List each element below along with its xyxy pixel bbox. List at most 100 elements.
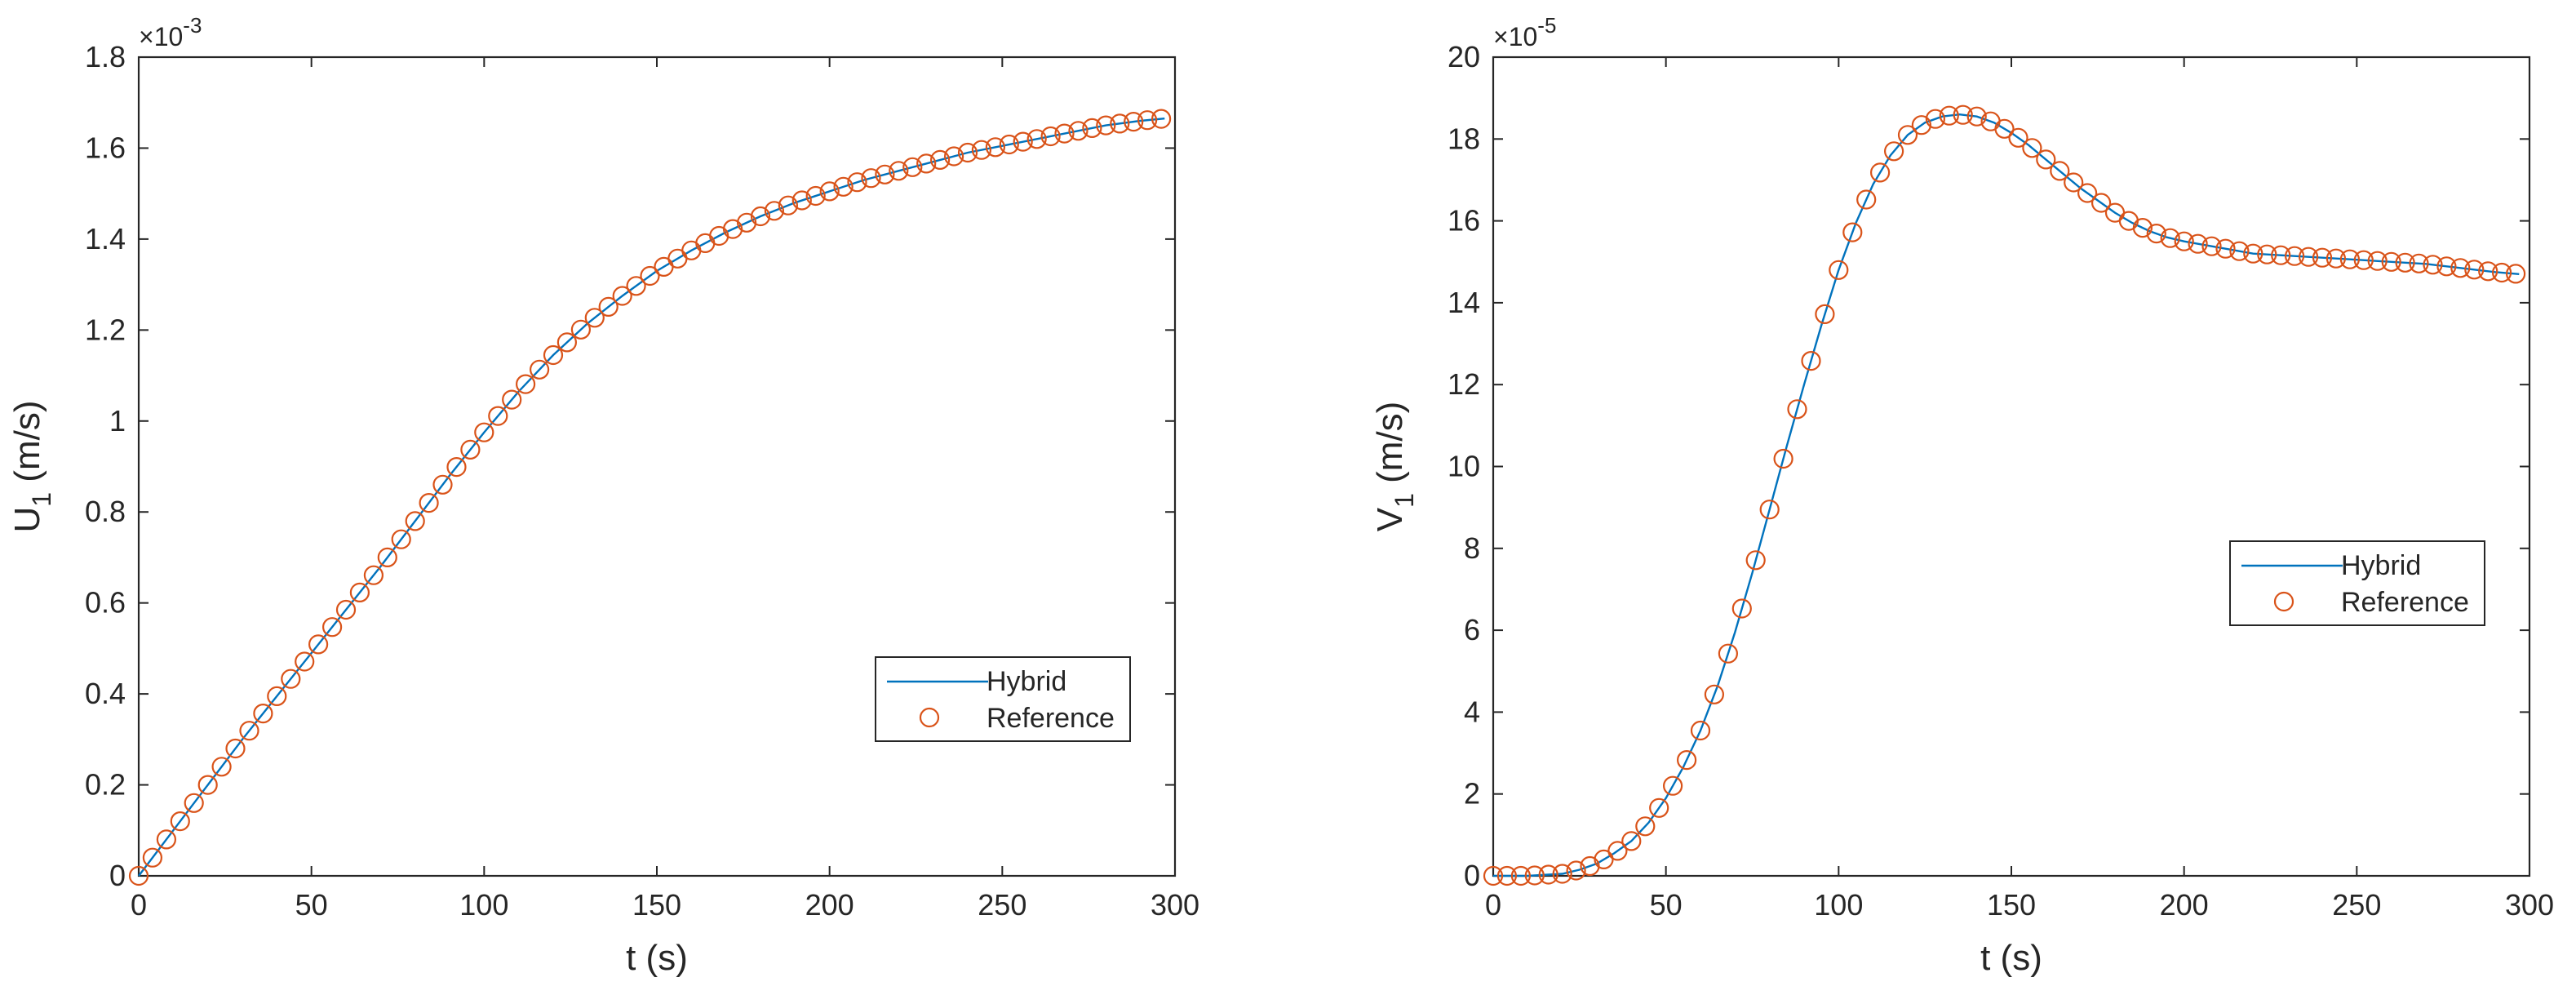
legend: Hybrid Reference — [875, 656, 1131, 742]
reference-marker — [2325, 248, 2346, 269]
axis-exponent-label: ×10-5 — [1493, 13, 1556, 51]
reference-marker — [2008, 127, 2028, 148]
reference-marker — [1787, 399, 1807, 420]
legend-reference-swatch — [919, 707, 940, 728]
reference-marker — [2022, 138, 2042, 158]
reference-marker — [1731, 598, 1752, 619]
reference-marker — [2353, 250, 2374, 270]
reference-marker — [1151, 109, 1172, 129]
reference-marker — [2160, 228, 2180, 248]
reference-marker — [1994, 118, 2015, 139]
reference-marker — [267, 686, 287, 707]
reference-marker — [640, 265, 660, 287]
x-tick-label: 300 — [2505, 888, 2554, 922]
reference-marker — [778, 195, 799, 215]
reference-marker — [875, 164, 895, 184]
reference-marker — [2091, 193, 2112, 213]
reference-marker — [2381, 251, 2401, 272]
reference-marker — [1815, 304, 1835, 324]
y-axis-title-unit: (m/s) — [1370, 402, 1410, 493]
reference-marker — [2257, 244, 2277, 264]
reference-marker — [805, 185, 826, 207]
reference-marker — [281, 669, 301, 689]
reference-marker — [1552, 864, 1572, 884]
reference-marker — [889, 161, 909, 181]
reference-marker — [1704, 684, 1724, 704]
reference-marker — [1566, 860, 1586, 881]
reference-marker — [170, 811, 190, 832]
axes-box — [137, 56, 1177, 877]
legend: Hybrid Reference — [2229, 540, 2485, 626]
reference-marker — [1026, 129, 1047, 149]
reference-marker — [1884, 141, 1904, 162]
reference-marker — [529, 359, 550, 380]
x-tick-label: 100 — [459, 888, 508, 922]
y-tick-label: 10 — [1448, 450, 1480, 483]
reference-marker — [2395, 252, 2415, 273]
y-tick-label: 4 — [1464, 695, 1480, 728]
reference-marker — [2506, 264, 2526, 284]
reference-marker — [2050, 161, 2070, 181]
reference-marker — [626, 276, 646, 296]
reference-marker — [1096, 115, 1116, 135]
x-tick-label: 50 — [295, 888, 328, 922]
reference-marker — [1745, 550, 1766, 571]
y-tick-label: 1.8 — [85, 40, 126, 73]
reference-marker — [791, 190, 812, 211]
reference-marker — [197, 775, 218, 795]
y-tick-label: 1.4 — [85, 222, 126, 255]
y-tick-label: 1 — [109, 404, 126, 438]
reference-marker — [2201, 236, 2222, 256]
reference-marker — [1773, 448, 1793, 469]
reference-marker — [943, 146, 964, 167]
reference-marker — [1925, 109, 1945, 129]
reference-marker — [1496, 865, 1518, 886]
legend-reference-swatch — [2273, 591, 2294, 612]
reference-marker — [1110, 113, 1130, 134]
exponent-base: ×10 — [139, 22, 183, 51]
reference-marker — [2423, 255, 2443, 275]
reference-marker — [1897, 125, 1918, 145]
legend-reference-label: Reference — [2341, 587, 2469, 618]
reference-marker — [184, 793, 204, 813]
reference-marker — [1718, 643, 1738, 664]
reference-marker — [1690, 720, 1711, 741]
reference-marker — [736, 212, 757, 233]
reference-marker — [2036, 149, 2056, 170]
reference-marker — [1870, 162, 1891, 183]
reference-marker — [2132, 218, 2153, 238]
exponent-power: -3 — [183, 13, 202, 38]
reference-marker — [2492, 262, 2512, 283]
x-tick-label: 150 — [1987, 888, 2036, 922]
reference-marker — [419, 492, 439, 513]
y-axis-title-unit: (m/s) — [7, 401, 47, 492]
x-tick-label: 300 — [1151, 888, 1199, 922]
x-tick-label: 250 — [2332, 888, 2381, 922]
legend-hybrid-label: Hybrid — [2341, 550, 2421, 581]
reference-marker — [1911, 115, 1931, 135]
reference-marker — [1524, 865, 1545, 886]
reference-marker — [556, 332, 578, 353]
legend-reference-label: Reference — [987, 703, 1115, 734]
axes-box — [1492, 56, 2531, 877]
y-axis-title-subscript: 1 — [1390, 493, 1419, 508]
reference-marker — [1538, 864, 1558, 885]
reference-marker — [142, 847, 162, 868]
reference-marker — [322, 617, 343, 637]
reference-marker — [1013, 131, 1033, 152]
x-tick-label: 250 — [978, 888, 1026, 922]
chart-panel-right: 0 50 100 150 200 250 300 0 2 4 6 8 10 12 14 16 18 20 ×10-5… — [1370, 13, 2554, 978]
reference-marker — [488, 406, 508, 426]
x-tick-label: 100 — [1814, 888, 1863, 922]
axis-exponent-label: ×10-3 — [139, 13, 202, 51]
legend-box — [875, 656, 1131, 742]
reference-marker — [722, 219, 743, 239]
series-hybrid-line — [1493, 113, 2520, 877]
reference-marker — [349, 582, 370, 603]
reference-marker — [861, 168, 881, 189]
y-tick-label: 0 — [1464, 859, 1480, 892]
reference-marker — [543, 344, 564, 366]
y-axis-title: V1 (m/s) — [1370, 402, 1419, 532]
y-tick-label: 0.6 — [85, 586, 126, 620]
